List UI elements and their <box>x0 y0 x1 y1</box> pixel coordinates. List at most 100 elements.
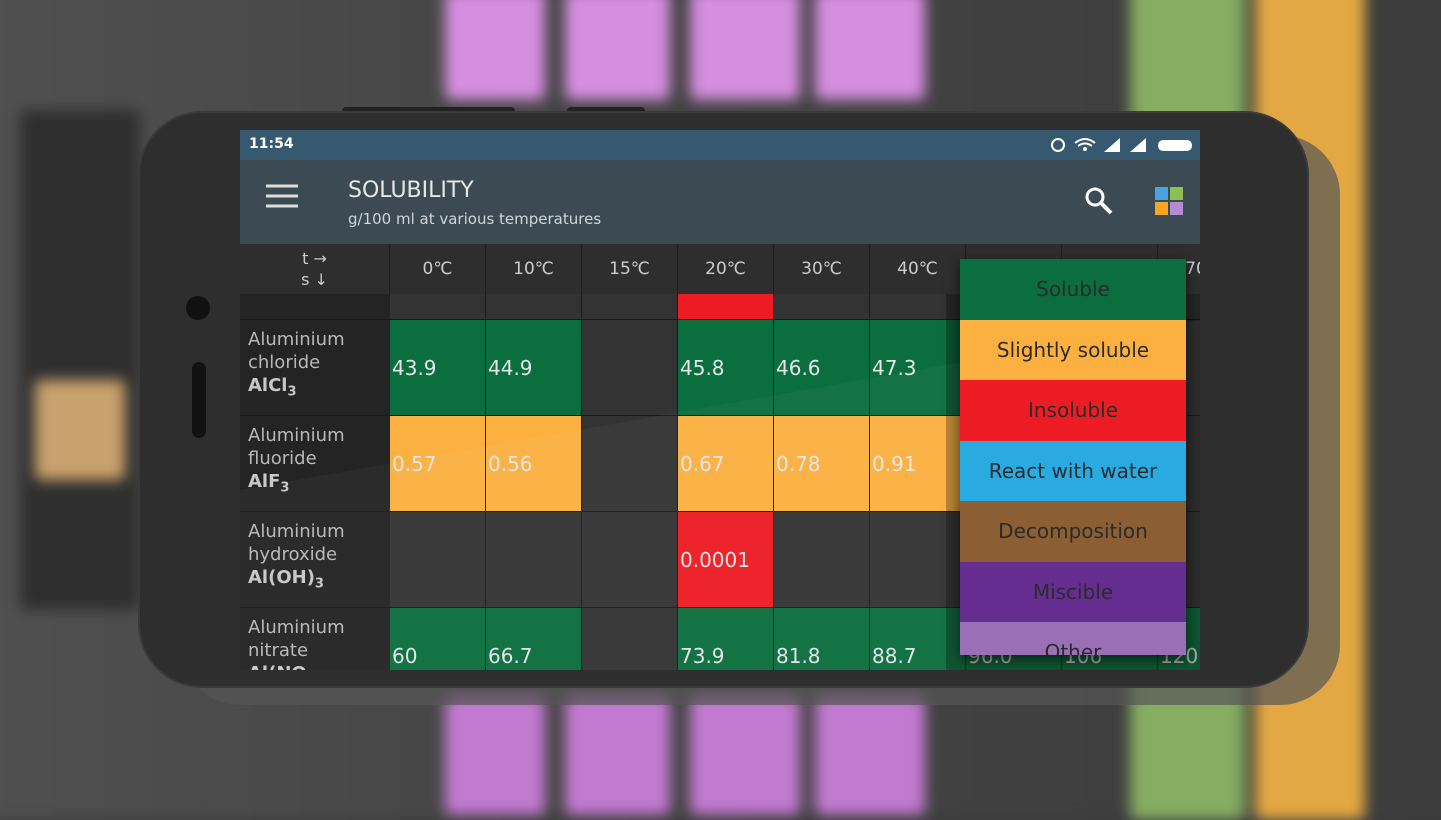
table-cell: 45.8 <box>678 320 774 416</box>
corner-text: t → <box>302 249 327 268</box>
column-header: 0℃ <box>390 244 486 294</box>
legend-popup: Soluble Slightly soluble Insoluble React wi… <box>960 259 1186 655</box>
app-title: SOLUBILITY <box>348 178 474 203</box>
table-cell: 0.91 <box>870 416 966 512</box>
corner-text: s ↓ <box>301 270 328 289</box>
phone-button[interactable] <box>567 107 645 117</box>
table-cell <box>678 294 774 320</box>
table-cell <box>486 512 582 608</box>
table-cell <box>390 512 486 608</box>
table-cell: 73.9 <box>678 608 774 670</box>
status-icons <box>1051 138 1192 152</box>
table-cell: 0.78 <box>774 416 870 512</box>
cell-value: 60 <box>392 644 417 668</box>
column-header: 20℃ <box>678 244 774 294</box>
cell-value: 47.3 <box>872 355 917 380</box>
formula: Al(OH)3 <box>248 567 324 592</box>
app-subtitle: g/100 ml at various temperatures <box>348 210 602 228</box>
substance-name: Aluminium <box>248 329 345 350</box>
legend-item[interactable]: Soluble <box>960 259 1186 320</box>
column-label: 40℃ <box>897 259 938 279</box>
cell-value: 0.0001 <box>680 548 750 572</box>
table-cell: 0.56 <box>486 416 582 512</box>
substance-name: Aluminium <box>248 520 390 543</box>
column-header: 30℃ <box>774 244 870 294</box>
table-cell <box>870 512 966 608</box>
legend-item[interactable]: React with water <box>960 440 1186 501</box>
cell-value: 44.9 <box>488 355 533 380</box>
table-cell: 81.8 <box>774 608 870 670</box>
substance-name: Aluminium <box>248 616 390 639</box>
table-cell: 47.3 <box>870 320 966 416</box>
table-cell: 66.7 <box>486 608 582 670</box>
legend-item[interactable]: Other <box>960 622 1186 655</box>
search-button[interactable] <box>1084 186 1114 216</box>
row-label: Al(OH)3 <box>240 294 390 320</box>
cell-value: 46.6 <box>776 355 821 380</box>
formula: Al(NO3 <box>248 663 316 670</box>
substance-name: chloride <box>248 352 321 373</box>
menu-button[interactable] <box>266 184 298 208</box>
cell-value: 43.9 <box>392 355 437 380</box>
clock: 11:54 <box>249 136 294 152</box>
table-cell <box>582 608 678 670</box>
table-cell: 0.57 <box>390 416 486 512</box>
corner-cell: t → s ↓ <box>240 244 390 294</box>
status-bar: 11:54 <box>240 130 1200 160</box>
phone-button[interactable] <box>342 107 515 117</box>
table-cell <box>774 512 870 608</box>
table-cell <box>582 416 678 512</box>
formula-subscript: 3 <box>280 481 289 496</box>
formula-subscript: 3 <box>315 577 324 592</box>
table-cell: 0.67 <box>678 416 774 512</box>
cell-value: 0.56 <box>488 452 533 476</box>
table-cell <box>582 294 678 320</box>
cell-value: 0.78 <box>776 452 821 476</box>
formula-subscript: 3 <box>287 384 297 400</box>
legend-item[interactable]: Insoluble <box>960 380 1186 441</box>
screen: 11:54 SOLUBILITY g/100 ml at various tem… <box>240 130 1200 670</box>
table-cell: 46.6 <box>774 320 870 416</box>
column-label: 30℃ <box>801 259 842 279</box>
cell-value: 45.8 <box>680 355 725 380</box>
substance-name: hydroxide <box>248 543 390 566</box>
column-header: 10℃ <box>486 244 582 294</box>
table-cell <box>582 320 678 416</box>
table-cell <box>390 294 486 320</box>
cell-value: 88.7 <box>872 644 917 668</box>
cell-value: 0.57 <box>392 452 437 476</box>
column-label: 15℃ <box>609 259 650 279</box>
legend-item[interactable]: Slightly soluble <box>960 319 1186 380</box>
legend-item[interactable]: Miscible <box>960 561 1186 622</box>
legend-button[interactable] <box>1155 187 1185 217</box>
column-label: 0℃ <box>422 259 453 279</box>
app-bar: SOLUBILITY g/100 ml at various temperatu… <box>240 160 1200 244</box>
column-header: 15℃ <box>582 244 678 294</box>
formula: AlF3 <box>248 471 289 496</box>
column-label: 20℃ <box>705 259 746 279</box>
substance-name: Aluminium <box>248 425 345 446</box>
formula: AlCl3 <box>248 375 297 400</box>
table-cell <box>774 294 870 320</box>
substance-name: nitrate <box>248 639 390 662</box>
table-cell <box>582 512 678 608</box>
camera <box>186 296 210 320</box>
cell-value: 81.8 <box>776 644 821 668</box>
table-cell: 88.7 <box>870 608 966 670</box>
column-label: 10℃ <box>513 259 554 279</box>
table-cell: 43.9 <box>390 320 486 416</box>
table-cell: 0.0001 <box>678 512 774 608</box>
row-label: Aluminium chloride AlCl3 <box>240 320 390 416</box>
legend-item[interactable]: Decomposition <box>960 501 1186 562</box>
cell-value: 73.9 <box>680 644 725 668</box>
cell-value: 66.7 <box>488 644 533 668</box>
row-label: AluminiumfluorideAlF3 <box>240 416 390 512</box>
cell-value: 0.67 <box>680 452 725 476</box>
table-cell <box>486 294 582 320</box>
substance-name: fluoride <box>248 448 317 469</box>
table-cell: 60 <box>390 608 486 670</box>
table-cell: 44.9 <box>486 320 582 416</box>
row-label: AluminiumnitrateAl(NO3 <box>240 608 390 670</box>
row-label: AluminiumhydroxideAl(OH)3 <box>240 512 390 608</box>
